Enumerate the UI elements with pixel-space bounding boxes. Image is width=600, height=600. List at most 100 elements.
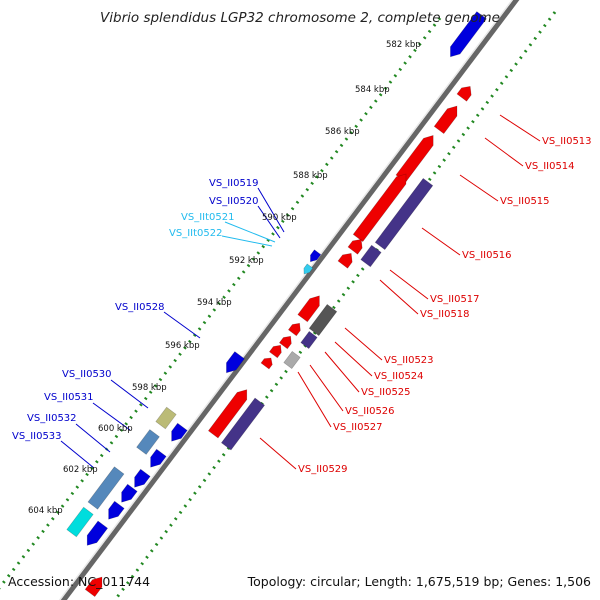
leader-line xyxy=(334,341,373,377)
kbp-label: 592 kbp xyxy=(229,256,264,266)
reverse-gene[interactable] xyxy=(297,295,320,323)
accession-text: Accession: NC_011744 xyxy=(8,574,150,589)
kbp-label: 596 kbp xyxy=(165,341,200,351)
gene-label[interactable]: VS_II0532 xyxy=(27,413,77,424)
reverse-gene[interactable] xyxy=(207,389,248,439)
reverse-gene[interactable] xyxy=(337,253,353,269)
leader-line xyxy=(60,440,95,469)
kbp-label: 598 kbp xyxy=(132,383,167,393)
gene-feature[interactable] xyxy=(308,303,338,337)
gene-feature[interactable] xyxy=(283,350,301,370)
forward-gene[interactable] xyxy=(310,249,322,263)
kbp-label: 588 kbp xyxy=(293,171,328,181)
reverse-gene[interactable] xyxy=(260,357,273,370)
reverse-gene[interactable] xyxy=(278,335,292,350)
forward-gene[interactable] xyxy=(150,448,167,468)
kbp-label: 584 kbp xyxy=(355,85,390,95)
forward-gene[interactable] xyxy=(108,500,125,520)
gene-feature[interactable] xyxy=(300,330,318,350)
forward-gene-labels: VS_II0519 VS_II0520 VS_II0528 VS_II0530 … xyxy=(12,178,259,442)
gene-label[interactable]: VS_II0514 xyxy=(525,161,575,172)
forward-gene[interactable] xyxy=(121,483,138,503)
kbp-label: 600 kbp xyxy=(98,424,133,434)
gene-label[interactable]: VS_II0531 xyxy=(44,392,94,403)
gene-label[interactable]: VS_II0515 xyxy=(500,196,550,207)
leader-line xyxy=(459,174,499,202)
leader-line xyxy=(259,437,297,470)
gene-feature[interactable] xyxy=(374,177,434,251)
gene-label[interactable]: VS_II0528 xyxy=(115,302,165,313)
leader-line xyxy=(110,379,149,409)
forward-gene[interactable] xyxy=(171,422,188,442)
gene-label[interactable]: VS_II0513 xyxy=(542,136,592,147)
leader-line xyxy=(344,327,383,361)
gene-feature[interactable] xyxy=(87,466,125,510)
gene-label[interactable]: VS_II0524 xyxy=(374,371,424,382)
gene-label[interactable]: VS_II0516 xyxy=(462,250,512,261)
gene-label[interactable]: VS_II0518 xyxy=(420,309,470,320)
leader-line xyxy=(484,137,524,167)
kbp-label: 594 kbp xyxy=(197,298,232,308)
leader-line xyxy=(421,227,461,256)
footer: Accession: NC_011744 Topology: circular;… xyxy=(8,574,591,589)
leader-line xyxy=(257,187,285,233)
reverse-gene[interactable] xyxy=(347,239,363,255)
gene-label[interactable]: VS_II0520 xyxy=(209,196,259,207)
inner-dotted-track xyxy=(113,11,557,600)
gene-label[interactable]: VS_II0527 xyxy=(333,422,383,433)
outer-dotted-track xyxy=(0,17,442,590)
kbp-label: 582 kbp xyxy=(386,40,421,50)
forward-gene[interactable] xyxy=(226,351,245,374)
reverse-gene[interactable] xyxy=(287,322,301,337)
trna-labels: VS_IIt0521 VS_IIt0522 xyxy=(169,212,234,239)
leader-line xyxy=(257,205,281,239)
kbp-label: 590 kbp xyxy=(262,213,297,223)
reverse-gene[interactable] xyxy=(456,86,472,102)
gene-label[interactable]: VS_II0526 xyxy=(345,406,395,417)
gene-label[interactable]: VS_IIt0521 xyxy=(181,212,234,223)
kbp-label: 604 kbp xyxy=(28,506,63,516)
gene-label[interactable]: VS_II0519 xyxy=(209,178,259,189)
gene-label[interactable]: VS_IIt0522 xyxy=(169,228,222,239)
leader-line xyxy=(297,371,332,428)
reverse-gene-labels: VS_II0513 VS_II0514 VS_II0515 VS_II0516 … xyxy=(298,136,592,475)
gene-label[interactable]: VS_II0517 xyxy=(430,294,480,305)
gene-label[interactable]: VS_II0525 xyxy=(361,387,411,398)
gene-feature[interactable] xyxy=(360,244,382,268)
reverse-gene[interactable] xyxy=(352,173,407,243)
gene-feature[interactable] xyxy=(220,397,266,451)
trna-feature[interactable] xyxy=(303,263,314,275)
map-title: Vibrio splendidus LGP32 chromosome 2, co… xyxy=(100,10,500,26)
leader-line xyxy=(221,235,273,247)
reverse-gene[interactable] xyxy=(268,344,282,359)
leader-line xyxy=(379,279,419,315)
gene-feature[interactable] xyxy=(136,429,160,455)
gene-feature[interactable] xyxy=(66,506,94,538)
gene-label[interactable]: VS_II0533 xyxy=(12,431,62,442)
chromosome-backbone xyxy=(58,0,520,600)
leader-line xyxy=(324,351,360,393)
forward-gene[interactable] xyxy=(450,11,487,58)
leader-line xyxy=(163,311,201,339)
leader-line xyxy=(92,402,131,431)
forward-gene[interactable] xyxy=(86,520,109,546)
gene-features xyxy=(66,11,487,598)
gene-label[interactable]: VS_II0530 xyxy=(62,369,112,380)
reverse-gene[interactable] xyxy=(395,134,434,183)
genome-summary-text: Topology: circular; Length: 1,675,519 bp… xyxy=(247,574,591,589)
leader-line xyxy=(75,423,111,453)
leader-line xyxy=(499,114,541,142)
kbp-label: 586 kbp xyxy=(325,127,360,137)
gene-label[interactable]: VS_II0529 xyxy=(298,464,348,475)
forward-gene[interactable] xyxy=(134,468,151,488)
gene-label[interactable]: VS_II0523 xyxy=(384,355,434,366)
leader-line xyxy=(389,269,429,300)
reverse-gene[interactable] xyxy=(433,105,458,135)
kbp-scale-labels: 582 kbp 584 kbp 586 kbp 588 kbp 590 kbp … xyxy=(28,40,421,516)
leader-line xyxy=(309,364,344,412)
reverse-gene[interactable] xyxy=(84,576,103,598)
gene-feature[interactable] xyxy=(155,406,177,430)
leader-line xyxy=(224,221,276,243)
kbp-label: 602 kbp xyxy=(63,465,98,475)
